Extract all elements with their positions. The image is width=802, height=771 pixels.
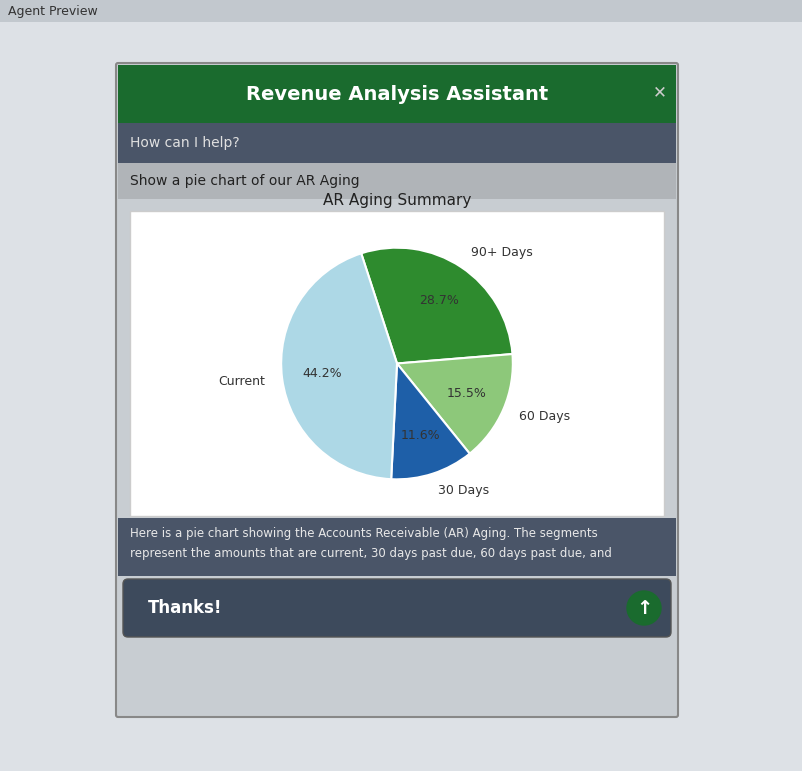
Text: Agent Preview: Agent Preview xyxy=(8,5,98,18)
FancyBboxPatch shape xyxy=(123,579,670,637)
Text: 60 Days: 60 Days xyxy=(519,409,570,423)
Circle shape xyxy=(626,591,660,625)
Bar xyxy=(118,65,675,123)
Text: 28.7%: 28.7% xyxy=(419,295,458,308)
FancyBboxPatch shape xyxy=(115,63,677,717)
Bar xyxy=(0,0,802,22)
Text: Current: Current xyxy=(218,375,265,388)
Text: ✕: ✕ xyxy=(652,83,666,101)
Text: 15.5%: 15.5% xyxy=(446,387,485,399)
Text: Thanks!: Thanks! xyxy=(148,599,222,617)
Text: Revenue Analysis Assistant: Revenue Analysis Assistant xyxy=(245,85,548,103)
Title: AR Aging Summary: AR Aging Summary xyxy=(322,193,471,207)
Text: How can I help?: How can I help? xyxy=(130,136,239,150)
Wedge shape xyxy=(361,247,512,363)
Text: ↑: ↑ xyxy=(635,598,651,618)
Bar xyxy=(130,211,663,516)
Text: 30 Days: 30 Days xyxy=(438,483,488,497)
Text: 11.6%: 11.6% xyxy=(400,429,439,442)
Bar xyxy=(118,123,675,163)
Bar xyxy=(118,518,675,576)
Text: 44.2%: 44.2% xyxy=(302,367,342,380)
Wedge shape xyxy=(391,363,469,480)
Text: Here is a pie chart showing the Accounts Receivable (AR) Aging. The segments: Here is a pie chart showing the Accounts… xyxy=(130,527,597,540)
Wedge shape xyxy=(281,254,396,480)
Text: Show a pie chart of our AR Aging: Show a pie chart of our AR Aging xyxy=(130,174,359,188)
Text: 90+ Days: 90+ Days xyxy=(470,246,532,259)
Wedge shape xyxy=(396,354,512,453)
Bar xyxy=(118,163,675,199)
Text: represent the amounts that are current, 30 days past due, 60 days past due, and: represent the amounts that are current, … xyxy=(130,547,611,561)
